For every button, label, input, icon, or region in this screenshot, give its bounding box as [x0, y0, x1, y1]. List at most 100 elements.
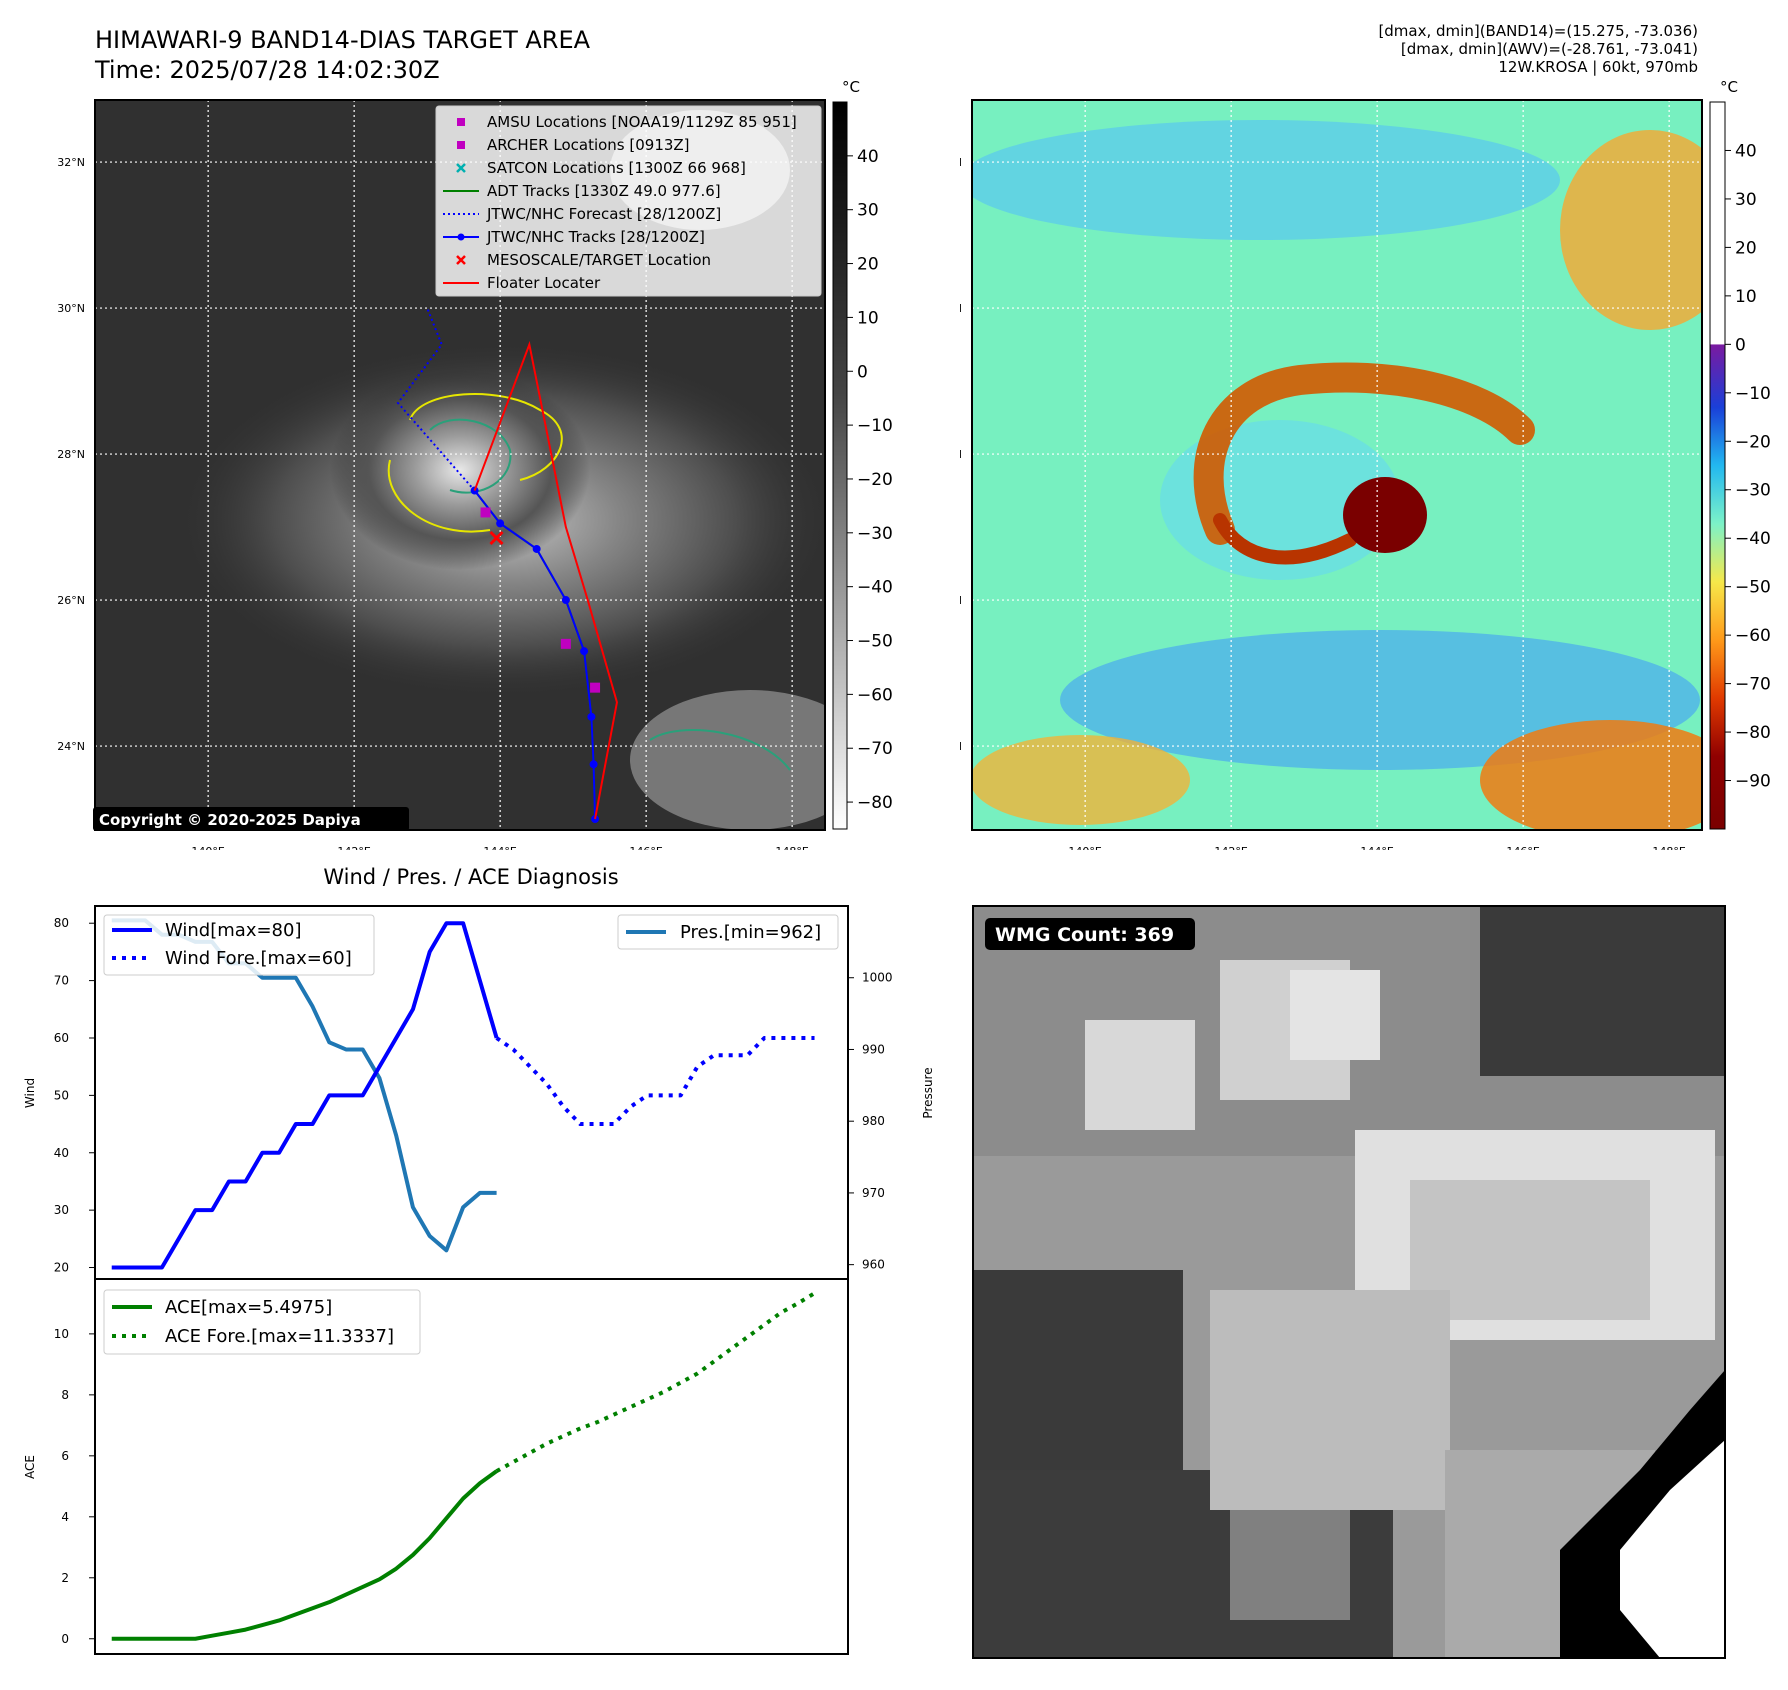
band14-range-text: [dmax, dmin](BAND14)=(15.275, -73.036) — [1378, 22, 1698, 40]
colorbar-tick-label: −30 — [1735, 481, 1771, 501]
best-track-point — [589, 760, 598, 769]
colorbar-tick-label: 30 — [1735, 190, 1757, 210]
colorbar-tick-label: −50 — [857, 632, 893, 652]
ace-tick-label: 8 — [61, 1388, 69, 1402]
legend-label: ARCHER Locations [0913Z] — [487, 136, 690, 154]
legend-label: JTWC/NHC Tracks [28/1200Z] — [486, 228, 705, 246]
cold-cloud-contour-2 — [387, 459, 491, 533]
ir-lat-tick-label: 28°N — [57, 448, 85, 461]
wind-tick-label: 60 — [54, 1031, 69, 1045]
colorbar-tick-label: −20 — [1735, 432, 1771, 452]
awv-map-panel: 140°E 142°E 144°E 146°E 148°E 32°N 30°N 28°N 26°… — [960, 78, 1771, 850]
pressure-axis-label: Pressure — [921, 1067, 935, 1118]
copyright-text: Copyright © 2020-2025 Dapiya — [99, 811, 361, 829]
amsu-location-marker — [480, 507, 491, 518]
legend-label: SATCON Locations [1300Z 66 968] — [487, 159, 746, 177]
ace-tick-label: 4 — [61, 1510, 69, 1524]
colorbar-tick-label: −80 — [857, 793, 893, 813]
moist-area-sw — [972, 735, 1190, 825]
wind-legend — [103, 914, 375, 976]
ace-tick-label: 6 — [61, 1449, 69, 1463]
ace-legend-label: ACE[max=5.4975] — [165, 1297, 332, 1318]
colorbar-tick-label: −20 — [857, 470, 893, 490]
awv-lat-tick-label: 28°N — [960, 448, 962, 461]
best-track-line — [473, 489, 597, 820]
awv-lat-tick-label: 32°N — [960, 156, 962, 169]
best-track-point — [496, 519, 505, 528]
colorbar-tick-label: −40 — [1735, 529, 1771, 549]
amsu-location-marker — [560, 638, 571, 649]
wind-tick-label: 50 — [54, 1088, 69, 1102]
cold-cloud-contour — [409, 393, 563, 481]
colorbar-tick-label: −40 — [857, 578, 893, 598]
colorbar-tick-label: −10 — [1735, 384, 1771, 404]
colorbar-tick-label: 10 — [1735, 287, 1757, 307]
ir-lat-tick-label: 24°N — [57, 740, 85, 753]
pressure-tick-label: 970 — [862, 1186, 885, 1200]
pressure-tick-label: 980 — [862, 1114, 885, 1128]
ir-colorbar-unit: °C — [842, 78, 860, 96]
target-location-marker — [489, 530, 504, 546]
legend-label: JTWC/NHC Forecast [28/1200Z] — [486, 205, 721, 223]
colorbar-tick-label: 20 — [857, 255, 879, 275]
storm-summary-text: 12W.KROSA | 60kt, 970mb — [1498, 58, 1698, 76]
wmg-count-box — [985, 918, 1195, 950]
copyright-box — [93, 807, 409, 831]
wmg-panel: WMG Count: 369 — [972, 905, 1726, 1659]
awv-colorbar — [1709, 101, 1726, 830]
best-track-point — [532, 544, 541, 553]
colorbar-tick-label: −60 — [1735, 626, 1771, 646]
pressure-tick-label: 990 — [862, 1042, 885, 1056]
awv-lon-tick-label: 144°E — [1360, 845, 1393, 850]
wind-forecast-legend-label: Wind Fore.[max=60] — [165, 948, 352, 969]
pressure-tick-label: 1000 — [862, 971, 893, 985]
awv-lon-tick-label: 146°E — [1506, 845, 1539, 850]
wind-tick-label: 20 — [54, 1261, 69, 1275]
spiral-band-inner — [1213, 513, 1357, 565]
amsu-location-marker — [590, 682, 601, 693]
colorbar-tick-label: −50 — [1735, 578, 1771, 598]
wind-tick-label: 80 — [54, 916, 69, 930]
ir-map-frame — [94, 99, 826, 831]
ir-colorbar — [832, 101, 848, 830]
legend-square-marker — [457, 141, 465, 149]
series-line — [495, 1291, 816, 1473]
awv-colorbar-unit: °C — [1720, 78, 1738, 96]
colorbar-tick-label: 40 — [857, 147, 879, 167]
floater-locater-line — [473, 340, 618, 820]
awv-lat-tick-label: 30°N — [960, 302, 962, 315]
awv-lon-tick-label: 148°E — [1652, 845, 1685, 850]
awv-map-frame — [971, 99, 1703, 831]
ir-lon-tick-label: 140°E — [191, 845, 224, 850]
legend-square-marker — [457, 118, 465, 126]
figure-time: Time: 2025/07/28 14:02:30Z — [95, 56, 440, 84]
colorbar-tick-label: −70 — [1735, 675, 1771, 695]
pressure-legend-label: Pres.[min=962] — [680, 922, 821, 943]
series-line — [111, 921, 499, 1270]
wind-tick-label: 30 — [54, 1203, 69, 1217]
legend-x-marker — [456, 255, 466, 265]
legend-label: Floater Locater — [487, 274, 601, 292]
colorbar-tick-label: −10 — [857, 416, 893, 436]
ir-map-panel: 140°E 142°E 144°E 146°E 148°E 32°N 30°N 28°N 26°… — [57, 78, 893, 850]
pressure-tick-label: 960 — [862, 1258, 885, 1272]
ace-axis-label: ACE — [23, 1455, 37, 1479]
legend-label: AMSU Locations [NOAA19/1129Z 85 951] — [487, 113, 797, 131]
series-line — [111, 1469, 498, 1641]
storm-cloud — [330, 370, 590, 570]
wmg-warm-1 — [1085, 1020, 1195, 1130]
colorbar-tick-label: −60 — [857, 685, 893, 705]
map-legend-box — [435, 105, 822, 297]
diagnosis-panel: Wind / Pres. / ACE Diagnosis Wind Pressu… — [23, 865, 935, 1655]
best-track-point — [580, 647, 589, 656]
colorbar-tick-label: −70 — [857, 739, 893, 759]
ir-lat-tick-label: 26°N — [57, 594, 85, 607]
ir-lon-tick-label: 142°E — [337, 845, 370, 850]
wind-tick-label: 40 — [54, 1146, 69, 1160]
ir-lon-tick-label: 146°E — [629, 845, 662, 850]
awv-lon-tick-label: 140°E — [1068, 845, 1101, 850]
colorbar-tick-label: 10 — [857, 308, 879, 328]
ir-lat-tick-label: 30°N — [57, 302, 85, 315]
legend-label: MESOSCALE/TARGET Location — [487, 251, 711, 269]
colorbar-tick-label: −30 — [857, 524, 893, 544]
